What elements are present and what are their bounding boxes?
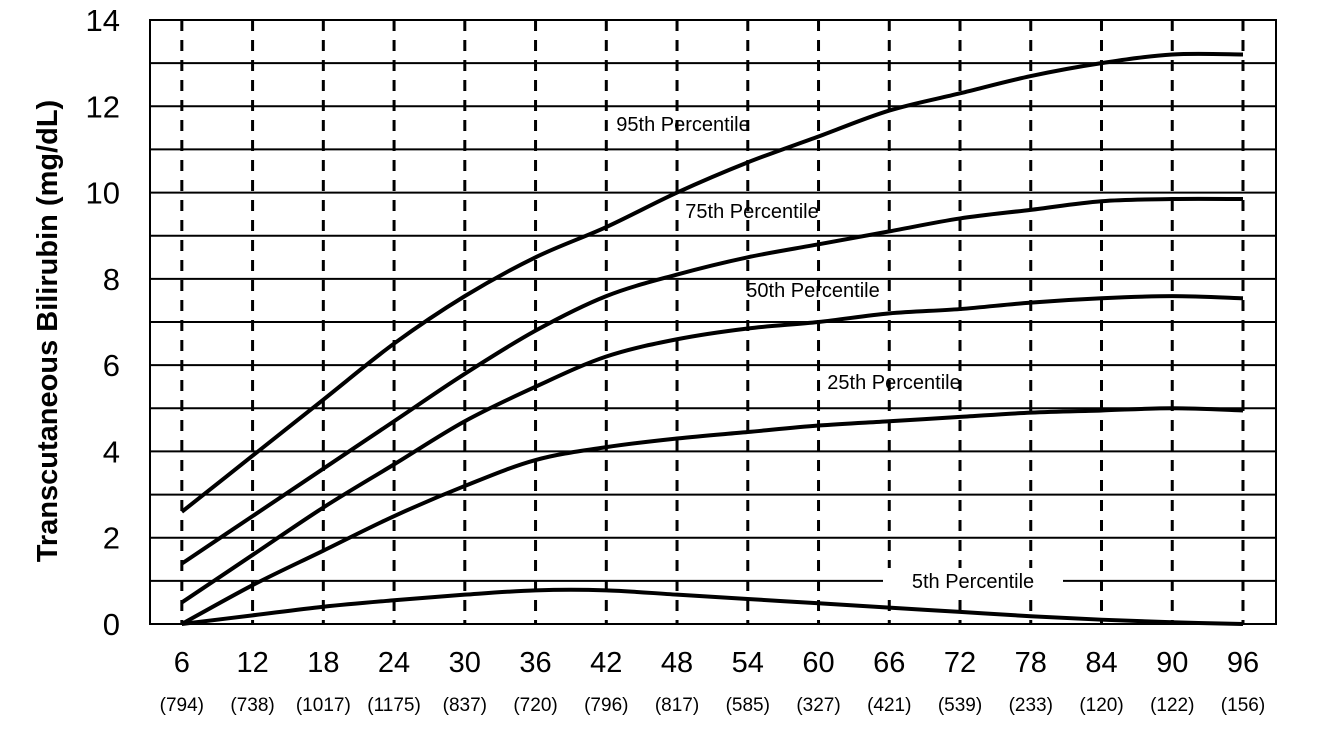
- x-sublabel: (738): [230, 695, 274, 716]
- y-tick-label: 12: [86, 89, 120, 124]
- x-tick-labels: 6 12 18 24 30 36 42 48 54 60 66 72 78 84 90 96: [174, 647, 1259, 679]
- y-tick-label: 0: [103, 607, 120, 642]
- plot-frame: [149, 19, 1277, 625]
- y-tick-label: 4: [103, 434, 120, 469]
- x-sublabel: (1175): [367, 695, 421, 716]
- x-tick-label: 36: [519, 647, 551, 679]
- label-background: [883, 568, 1063, 594]
- x-tick-label: 84: [1085, 647, 1117, 679]
- x-sublabel: (327): [796, 695, 840, 716]
- x-tick-label: 30: [449, 647, 481, 679]
- series-line-2: [180, 294, 1244, 605]
- y-axis-label: Transcutaneous Bilirubin (mg/dL): [32, 100, 64, 562]
- x-tick-label: 60: [802, 647, 834, 679]
- x-sublabel: (539): [938, 695, 982, 716]
- y-tick-label: 14: [86, 3, 120, 38]
- y-tick-label: 6: [103, 348, 120, 383]
- x-sublabel: (720): [513, 695, 557, 716]
- x-tick-label: 42: [590, 647, 622, 679]
- y-tick-label: 2: [103, 521, 120, 556]
- series-label-4: 5th Percentile: [912, 571, 1034, 593]
- x-sublabel: (794): [160, 695, 204, 716]
- x-sublabel: (585): [726, 695, 770, 716]
- series-line-3: [180, 406, 1244, 626]
- y-tick-labels: 0 2 4 6 8 10 12 14: [86, 3, 120, 642]
- series-label-0: 95th Percentile: [616, 114, 749, 136]
- y-tick-label: 8: [103, 262, 120, 297]
- x-sublabel: (817): [655, 695, 699, 716]
- x-sublabel: (796): [584, 695, 628, 716]
- x-sublabel: (837): [443, 695, 487, 716]
- x-tick-label: 78: [1015, 647, 1047, 679]
- x-sublabel: (421): [867, 695, 911, 716]
- x-sublabel: (156): [1221, 695, 1265, 716]
- series-label-1: 75th Percentile: [685, 201, 818, 223]
- series-line-1: [180, 196, 1243, 566]
- y-tick-label: 10: [86, 176, 120, 211]
- x-tick-label: 6: [174, 647, 190, 679]
- series-label-2: 50th Percentile: [746, 280, 879, 302]
- x-tick-label: 96: [1227, 647, 1259, 679]
- x-sublabel: (120): [1079, 695, 1123, 716]
- x-sublabel: (122): [1150, 695, 1194, 716]
- series-labels: 95th Percentile 75th Percentile 50th Perce…: [616, 114, 1063, 594]
- x-sublabel: (1017): [296, 695, 351, 716]
- horizontal-gridlines: [150, 62, 1276, 582]
- x-tick-label: 66: [873, 647, 905, 679]
- x-sublabel: (233): [1009, 695, 1053, 716]
- x-sublabels: (794) (738) (1017) (1175) (837) (720) (796) (81…: [160, 695, 1266, 716]
- series-line-4: [181, 587, 1244, 626]
- x-tick-label: 18: [307, 647, 339, 679]
- series-line-0: [180, 51, 1243, 514]
- x-tick-label: 24: [378, 647, 410, 679]
- x-tick-label: 90: [1156, 647, 1188, 679]
- x-tick-label: 12: [236, 647, 268, 679]
- vertical-gridlines: [180, 20, 1245, 624]
- series-lines: [180, 51, 1244, 626]
- x-tick-label: 72: [944, 647, 976, 679]
- series-label-3: 25th Percentile: [827, 372, 960, 394]
- x-tick-label: 48: [661, 647, 693, 679]
- x-tick-label: 54: [732, 647, 764, 679]
